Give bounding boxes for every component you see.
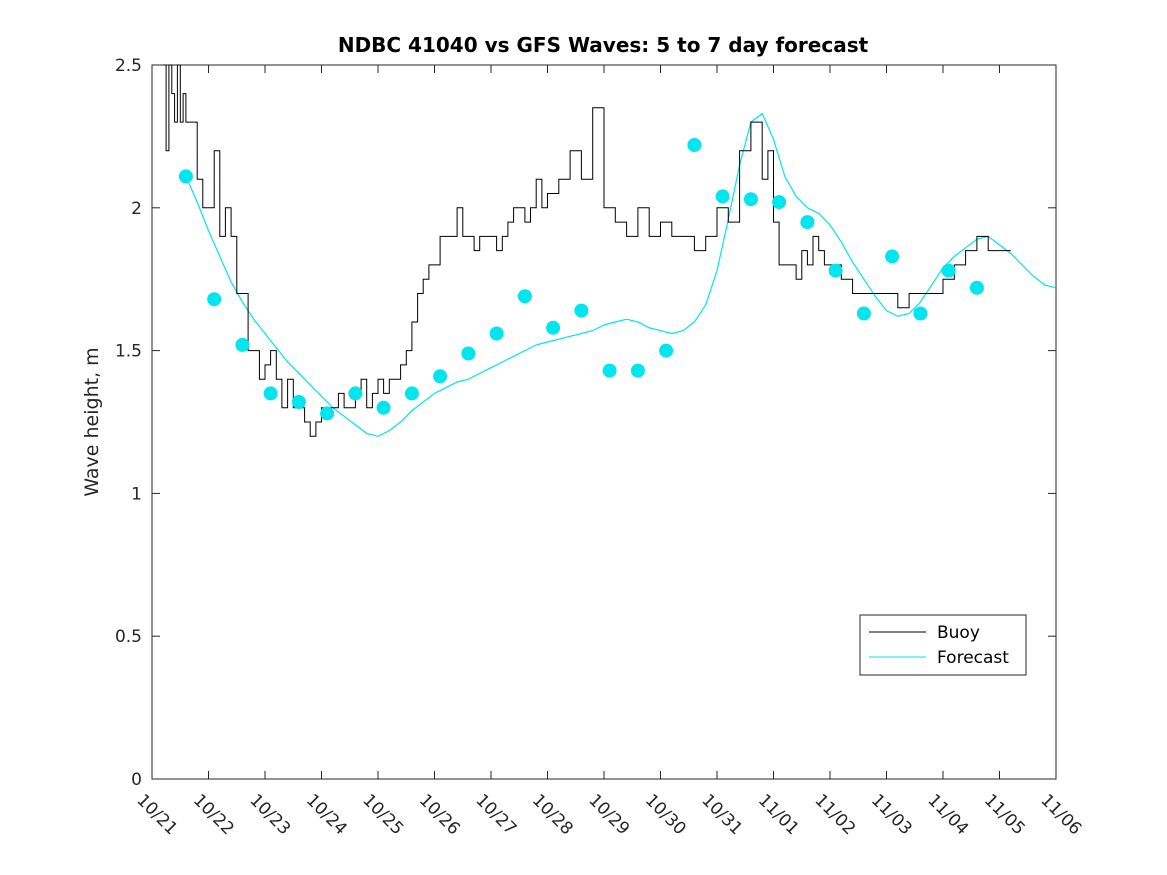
forecast-marker — [659, 343, 674, 358]
forecast-marker — [517, 289, 532, 304]
y-tick-label: 2.5 — [115, 56, 142, 76]
forecast-marker — [461, 346, 476, 361]
forecast-marker — [856, 306, 871, 321]
forecast-marker — [291, 395, 306, 409]
forecast-marker — [828, 263, 843, 278]
legend: Buoy Forecast — [859, 614, 1027, 676]
chart-title: NDBC 41040 vs GFS Waves: 5 to 7 day fore… — [338, 33, 869, 57]
forecast-marker — [207, 292, 222, 307]
forecast-marker — [574, 303, 589, 318]
forecast-marker — [546, 320, 561, 335]
y-tick-label: 0.5 — [115, 627, 142, 647]
buoy-line — [163, 64, 1011, 437]
forecast-marker — [320, 406, 335, 421]
y-tick-label: 1 — [131, 484, 142, 504]
y-tick-label: 1.5 — [115, 342, 142, 362]
y-axis-label: Wave height, m — [81, 347, 103, 496]
forecast-marker — [404, 386, 419, 401]
forecast-line — [185, 112, 1057, 437]
legend-box — [859, 614, 1027, 676]
forecast-markers — [178, 138, 984, 421]
forecast-marker — [913, 306, 928, 321]
forecast-marker — [602, 363, 617, 378]
forecast-marker — [376, 400, 391, 415]
legend-forecast-label: Forecast — [937, 648, 1009, 668]
forecast-marker — [715, 189, 730, 204]
forecast-marker — [630, 363, 645, 378]
y-tick-label: 2 — [131, 199, 142, 219]
y-tick-label: 0 — [131, 770, 142, 790]
forecast-marker — [687, 138, 702, 152]
forecast-marker — [489, 326, 504, 341]
forecast-marker — [941, 263, 956, 278]
forecast-marker — [178, 169, 193, 184]
buoy-line-group — [163, 64, 1011, 437]
forecast-marker — [885, 249, 900, 264]
forecast-marker — [263, 386, 278, 401]
forecast-marker — [348, 386, 363, 401]
forecast-marker — [772, 195, 787, 210]
legend-buoy-label: Buoy — [937, 623, 980, 643]
forecast-marker — [969, 280, 984, 295]
forecast-marker — [743, 192, 758, 207]
forecast-marker — [800, 215, 815, 230]
forecast-marker — [433, 369, 448, 384]
forecast-lines — [185, 112, 1057, 437]
forecast-marker — [235, 337, 250, 352]
